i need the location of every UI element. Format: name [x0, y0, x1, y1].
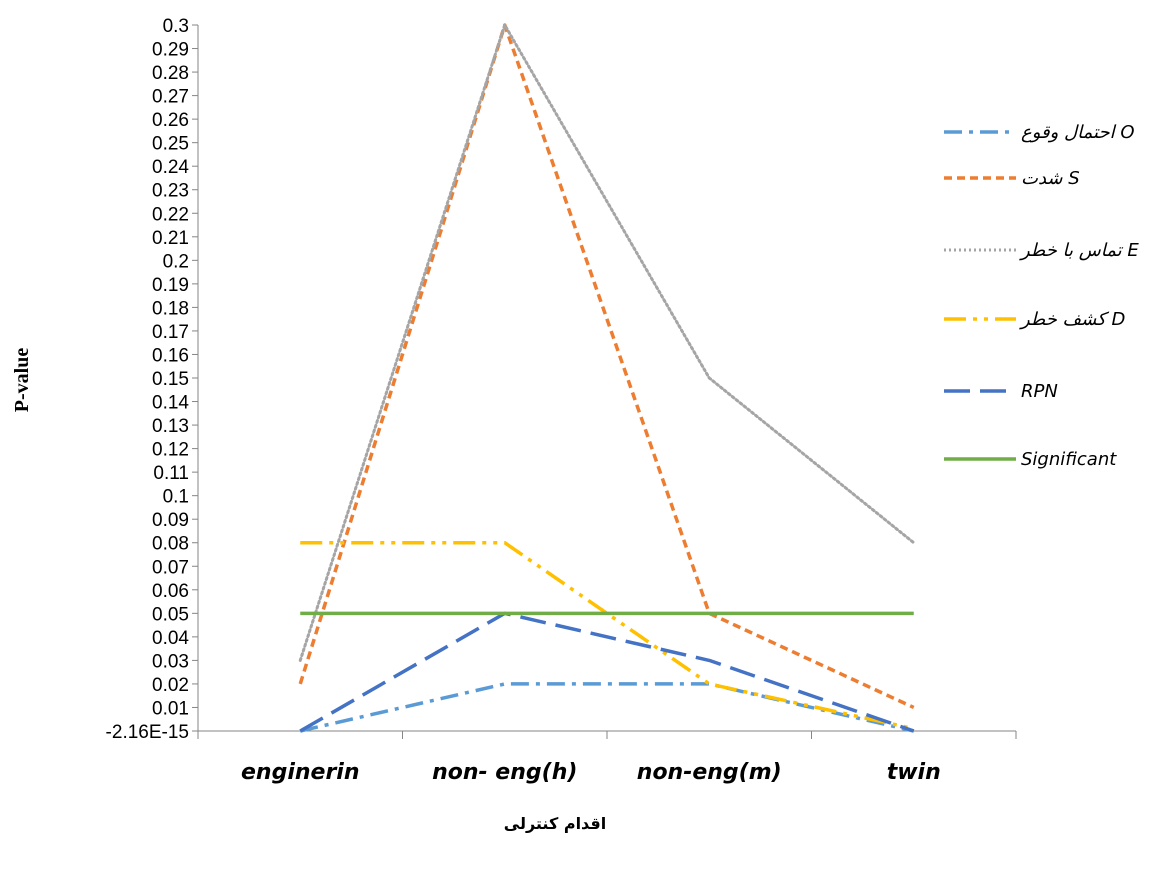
y-tick-label: 0.02 — [152, 675, 189, 696]
y-tick-label: 0.05 — [152, 604, 189, 625]
legend-label-4: RPN — [1021, 381, 1058, 402]
y-tick-label: 0.19 — [152, 275, 189, 296]
y-tick-label: 0.07 — [152, 557, 189, 578]
y-tick-label: 0.04 — [152, 628, 189, 649]
y-axis: -2.16E-150.010.020.030.040.050.060.070.0… — [106, 16, 199, 743]
legend-label-3: کشف خطر D — [1019, 309, 1125, 330]
y-tick-label: 0.14 — [152, 393, 189, 414]
x-tick-label: non-eng(m) — [637, 760, 782, 785]
y-tick-label: 0.24 — [152, 157, 189, 178]
y-tick-label: 0.3 — [163, 16, 189, 37]
y-tick-label: -2.16E-15 — [106, 722, 189, 743]
y-tick-label: 0.16 — [152, 345, 189, 366]
y-tick-label: 0.2 — [163, 251, 189, 272]
legend-label-2: تماس با خطر E — [1019, 240, 1139, 261]
y-tick-label: 0.25 — [152, 134, 189, 155]
y-tick-label: 0.08 — [152, 534, 189, 555]
x-axis: enginerin non- eng(h) non-eng(m) twin — [197, 730, 1017, 785]
series-lines — [298, 23, 916, 733]
legend-label-1: شدت S — [1021, 168, 1080, 189]
series-line-1 — [298, 23, 915, 710]
x-tick-label: non- eng(h) — [432, 760, 577, 785]
y-tick-label: 0.29 — [152, 40, 189, 61]
y-tick-label: 0.13 — [152, 416, 189, 437]
series-line-2 — [298, 23, 916, 662]
x-tick-label: twin — [887, 760, 941, 785]
x-tick-label: enginerin — [241, 760, 360, 785]
y-tick-label: 0.11 — [153, 463, 189, 484]
y-tick-label: 0.23 — [152, 181, 189, 202]
series-line-4 — [299, 611, 915, 733]
y-tick-label: 0.18 — [152, 298, 189, 319]
y-tick-label: 0.17 — [152, 322, 189, 343]
y-tick-label: 0.12 — [152, 440, 189, 461]
x-axis-label: اقدام کنترلی — [504, 814, 607, 833]
y-tick-label: 0.06 — [152, 581, 189, 602]
y-tick-label: 0.09 — [152, 510, 189, 531]
legend: احتمال وقوع O شدت S تماس با خطر E کشف خطر D… — [944, 122, 1139, 470]
legend-label-0: احتمال وقوع O — [1021, 122, 1134, 143]
y-tick-label: 0.03 — [152, 651, 189, 672]
y-tick-label: 0.21 — [152, 228, 189, 249]
y-tick-label: 0.22 — [152, 204, 189, 225]
y-tick-label: 0.1 — [163, 487, 189, 508]
y-tick-label: 0.28 — [152, 63, 189, 84]
y-tick-label: 0.26 — [152, 110, 189, 131]
series-line-3 — [300, 540, 915, 731]
y-axis-label: P-value — [11, 348, 33, 413]
y-tick-label: 0.27 — [152, 87, 189, 108]
legend-label-5: Significant — [1021, 449, 1117, 470]
y-tick-label: 0.01 — [152, 698, 189, 719]
series-line-0 — [299, 682, 915, 733]
y-tick-label: 0.15 — [152, 369, 189, 390]
